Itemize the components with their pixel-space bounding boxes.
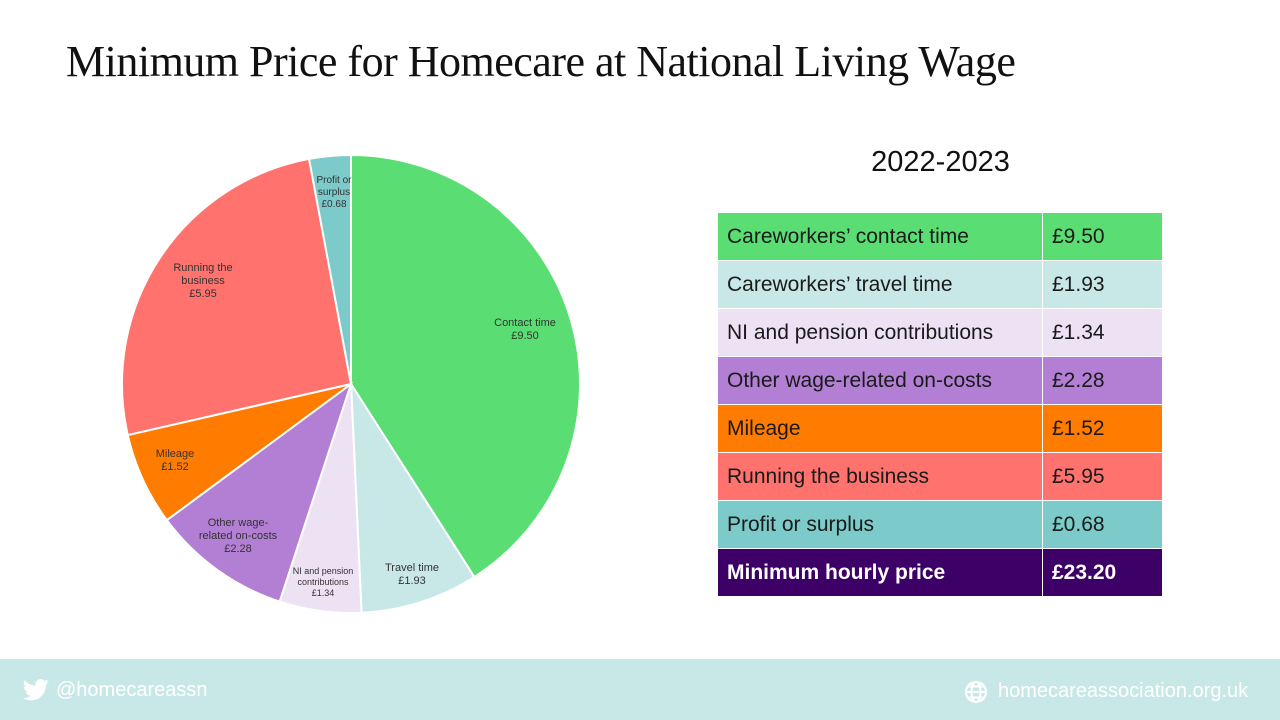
pie-slice [121, 157, 353, 437]
slice-label: Mileage £1.52 [156, 448, 195, 473]
table-row: Profit or surplus £0.68 [717, 500, 1163, 549]
row-value: £1.52 [1042, 404, 1163, 453]
price-table: Careworkers’ contact time £9.50 Careworker… [717, 212, 1163, 597]
pie-slice [307, 153, 352, 385]
slice-label: Profit or surplus £0.68 [316, 175, 352, 210]
total-label: Minimum hourly price [717, 548, 1043, 597]
total-row: Minimum hourly price £23.20 [717, 548, 1163, 597]
table-row: Running the business £5.95 [717, 452, 1163, 501]
slice-label: Contact time £9.50 [494, 317, 556, 342]
row-label: Running the business [717, 452, 1043, 501]
row-label: Careworkers’ travel time [717, 260, 1043, 309]
table-row: Mileage £1.52 [717, 404, 1163, 453]
website-link[interactable]: homecareassociation.org.uk [998, 680, 1249, 702]
pie-slice [350, 153, 581, 579]
footer-bar: @homecareassn homecareassociation.org.uk [0, 659, 1280, 720]
table-row: Careworkers’ contact time £9.50 [717, 212, 1163, 261]
twitter-handle[interactable]: @homecareassn [56, 679, 208, 701]
row-value: £0.68 [1042, 500, 1163, 549]
slice-label: NI and pension contributions £1.34 [293, 566, 354, 598]
slice-label: Running the business £5.95 [173, 262, 232, 300]
row-value: £9.50 [1042, 212, 1163, 261]
row-label: Careworkers’ contact time [717, 212, 1043, 261]
pie-chart: Contact time £9.50 Travel time £1.93 NI and … [121, 153, 581, 614]
row-label: NI and pension contributions [717, 308, 1043, 357]
slice-label: Travel time £1.93 [385, 562, 439, 587]
table-row: NI and pension contributions £1.34 [717, 308, 1163, 357]
slice-label: Other wage-related on-costs £2.28 [199, 517, 278, 555]
table-row: Careworkers’ travel time £1.93 [717, 260, 1163, 309]
row-value: £5.95 [1042, 452, 1163, 501]
row-label: Mileage [717, 404, 1043, 453]
table-year-heading: 2022-2023 [871, 146, 1010, 178]
globe-icon [965, 681, 987, 703]
total-value: £23.20 [1042, 548, 1163, 597]
table-row: Other wage-related on-costs £2.28 [717, 356, 1163, 405]
row-value: £1.93 [1042, 260, 1163, 309]
row-value: £2.28 [1042, 356, 1163, 405]
pie-slice [165, 381, 353, 603]
twitter-bird-icon[interactable] [22, 679, 50, 701]
row-label: Other wage-related on-costs [717, 356, 1043, 405]
row-value: £1.34 [1042, 308, 1163, 357]
row-label: Profit or surplus [717, 500, 1043, 549]
pie-slice [349, 380, 476, 614]
page-title: Minimum Price for Homecare at National L… [66, 37, 1016, 86]
